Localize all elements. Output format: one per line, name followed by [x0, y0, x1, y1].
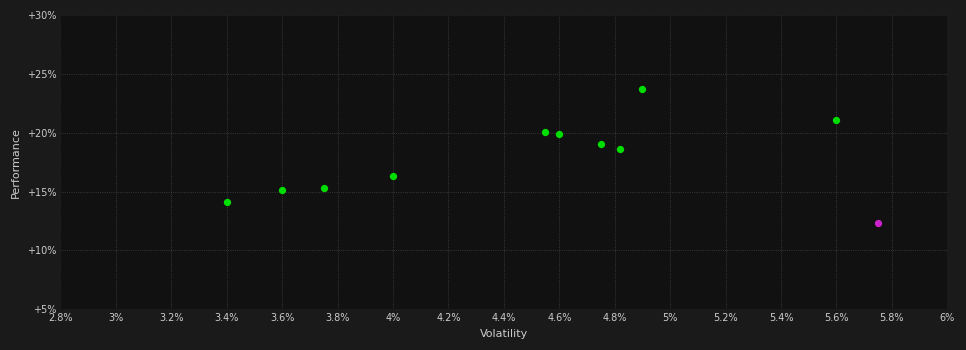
X-axis label: Volatility: Volatility: [480, 329, 528, 339]
Point: [593, 142, 609, 147]
Point: [552, 131, 567, 137]
Point: [385, 174, 401, 179]
Point: [635, 86, 650, 92]
Y-axis label: Performance: Performance: [12, 127, 21, 198]
Point: [274, 188, 290, 193]
Point: [538, 129, 554, 134]
Point: [870, 220, 886, 226]
Point: [612, 146, 628, 152]
Point: [829, 117, 844, 122]
Point: [316, 185, 331, 191]
Point: [219, 199, 235, 205]
